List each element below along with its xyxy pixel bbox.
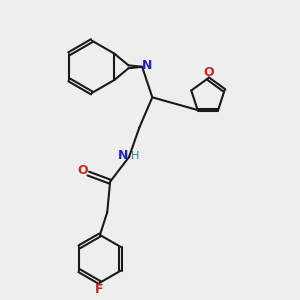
Text: F: F [95,284,103,296]
Text: N: N [142,59,152,72]
Text: O: O [203,66,214,79]
Text: H: H [131,151,140,160]
Text: O: O [78,164,88,177]
Text: N: N [117,149,128,162]
